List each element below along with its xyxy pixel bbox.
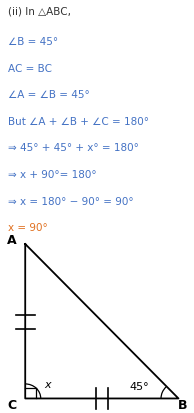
Text: But ∠A + ∠B + ∠C = 180°: But ∠A + ∠B + ∠C = 180° [8, 117, 149, 127]
Text: ∠B = 45°: ∠B = 45° [8, 37, 58, 47]
Text: B: B [178, 399, 187, 412]
Text: A: A [7, 234, 16, 247]
Text: ⇒ x = 180° − 90° = 90°: ⇒ x = 180° − 90° = 90° [8, 197, 133, 206]
Text: x: x [44, 380, 51, 390]
Text: ⇒ x + 90°= 180°: ⇒ x + 90°= 180° [8, 170, 96, 180]
Text: ⇒ 45° + 45° + x° = 180°: ⇒ 45° + 45° + x° = 180° [8, 143, 139, 153]
Text: C: C [7, 399, 16, 412]
Text: AC = BC: AC = BC [8, 64, 52, 74]
Text: 45°: 45° [130, 382, 150, 392]
Text: ∠A = ∠B = 45°: ∠A = ∠B = 45° [8, 90, 89, 100]
Text: (ii) In △ABC,: (ii) In △ABC, [8, 7, 71, 17]
Text: x = 90°: x = 90° [8, 223, 48, 233]
